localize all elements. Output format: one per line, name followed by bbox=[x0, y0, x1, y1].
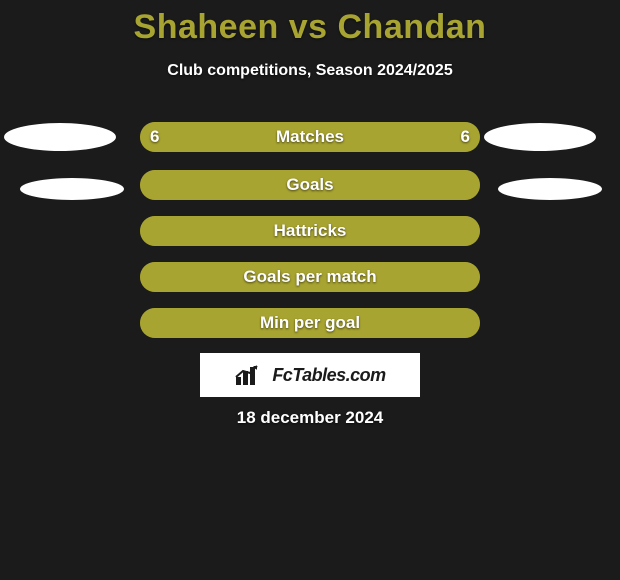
player1-shadow-ellipse-row2 bbox=[20, 178, 124, 200]
stat-bar: Goals bbox=[140, 170, 480, 200]
player2-shadow-ellipse-row1 bbox=[484, 123, 596, 151]
subtitle: Club competitions, Season 2024/2025 bbox=[0, 62, 620, 80]
player1-name: Shaheen bbox=[134, 8, 279, 46]
stat-bar-fill bbox=[140, 122, 480, 152]
fctables-logo: FcTables.com bbox=[200, 353, 420, 397]
vs-text: vs bbox=[289, 8, 328, 46]
player2-name: Chandan bbox=[338, 8, 487, 46]
player2-shadow-ellipse-row2 bbox=[498, 178, 602, 200]
player1-shadow-ellipse-row1 bbox=[4, 123, 116, 151]
stat-bar-fill bbox=[140, 170, 480, 200]
page-title: Shaheen vs Chandan bbox=[0, 8, 620, 47]
bars-icon bbox=[234, 363, 266, 387]
stat-bar-fill bbox=[140, 216, 480, 246]
stat-bar: Hattricks bbox=[140, 216, 480, 246]
fctables-logo-text: FcTables.com bbox=[272, 365, 385, 386]
date-text: 18 december 2024 bbox=[0, 408, 620, 428]
stat-bar-fill bbox=[140, 308, 480, 338]
stat-bar: Goals per match bbox=[140, 262, 480, 292]
stat-bar-fill bbox=[140, 262, 480, 292]
stat-bar: Matches66 bbox=[140, 122, 480, 152]
stat-bar: Min per goal bbox=[140, 308, 480, 338]
infographic-root: Shaheen vs Chandan Club competitions, Se… bbox=[0, 0, 620, 580]
